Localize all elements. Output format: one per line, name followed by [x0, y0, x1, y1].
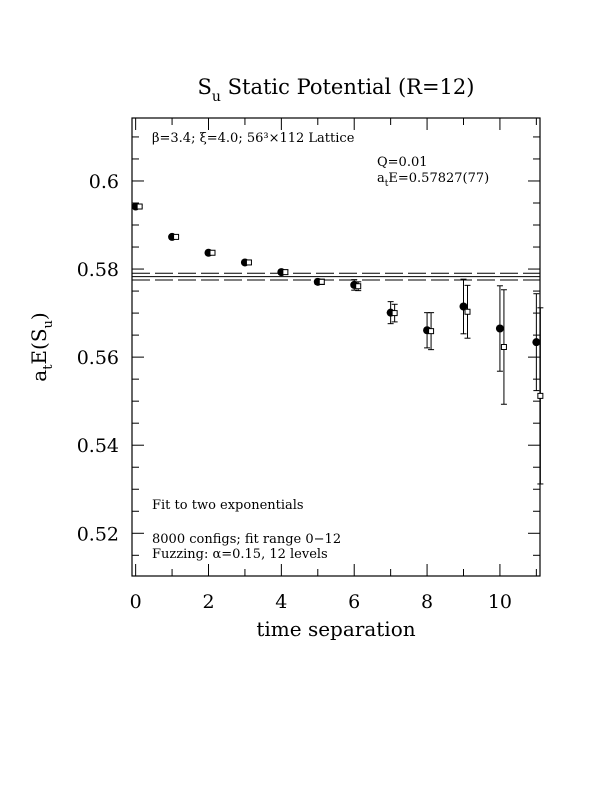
data-point-square [318, 278, 325, 285]
x-tick-label: 6 [348, 591, 360, 613]
data-point-square [391, 310, 398, 317]
data-point-square [537, 392, 544, 399]
data-point-square [355, 283, 362, 290]
data-point-circle [532, 338, 541, 347]
data-point-circle [459, 302, 468, 311]
y-tick-label: 0.54 [77, 435, 119, 457]
title-subscript: u [212, 89, 221, 105]
y-tick-label: 0.52 [77, 523, 119, 545]
tick-labels: 0 2 4 6 8 10 0.52 0.54 0.56 0.58 0.6 [77, 171, 512, 613]
y-tick-label: 0.56 [77, 347, 119, 369]
fit-band [132, 272, 540, 281]
y-axis-label: atE(Su) [27, 312, 56, 381]
ylabel-main: a [27, 370, 51, 382]
x-tick-label: 4 [275, 591, 287, 613]
x-tick-label: 2 [202, 591, 214, 613]
data-point-square [282, 269, 289, 276]
data-point-square [245, 259, 252, 266]
fuzzing-annotation: Fuzzing: α=0.15, 12 levels [152, 547, 328, 562]
x-tick-label: 0 [130, 591, 142, 613]
data-marks [131, 202, 544, 485]
q-annotation: Q=0.01 [377, 155, 428, 170]
y-tick-label: 0.58 [77, 259, 119, 281]
ylabel-end: ) [27, 312, 51, 320]
data-point-square [173, 233, 180, 240]
lattice-annotation: β=3.4; ξ=4.0; 56³×112 Lattice [152, 131, 355, 146]
ylabel-sub-u: u [41, 320, 56, 328]
title-main: S [198, 75, 212, 99]
x-tick-label: 8 [421, 591, 433, 613]
axis-ticks [132, 118, 540, 576]
x-tick-label: 10 [488, 591, 512, 613]
data-point-square [464, 308, 471, 315]
data-point-square [209, 249, 216, 256]
energy-rest: E=0.57827(77) [388, 171, 489, 186]
title-rest: Static Potential (R=12) [221, 75, 475, 99]
data-point-square [500, 344, 507, 350]
configs-annotation: 8000 configs; fit range 0−12 [152, 532, 341, 547]
chart-title: Su Static Potential (R=12) [198, 75, 475, 105]
data-point-square [428, 328, 435, 335]
y-tick-label: 0.6 [89, 171, 119, 193]
data-point-circle [495, 324, 504, 333]
x-axis-label: time separation [256, 617, 415, 641]
ylabel-mid: E(S [27, 328, 51, 364]
energy-subscript: t [385, 179, 389, 189]
fit-annotation: Fit to two exponentials [152, 498, 304, 513]
data-point-square [136, 203, 143, 210]
energy-annotation: atE=0.57827(77) [377, 171, 489, 189]
ylabel-sub-t: t [41, 364, 56, 370]
energy-prefix: a [377, 171, 385, 186]
